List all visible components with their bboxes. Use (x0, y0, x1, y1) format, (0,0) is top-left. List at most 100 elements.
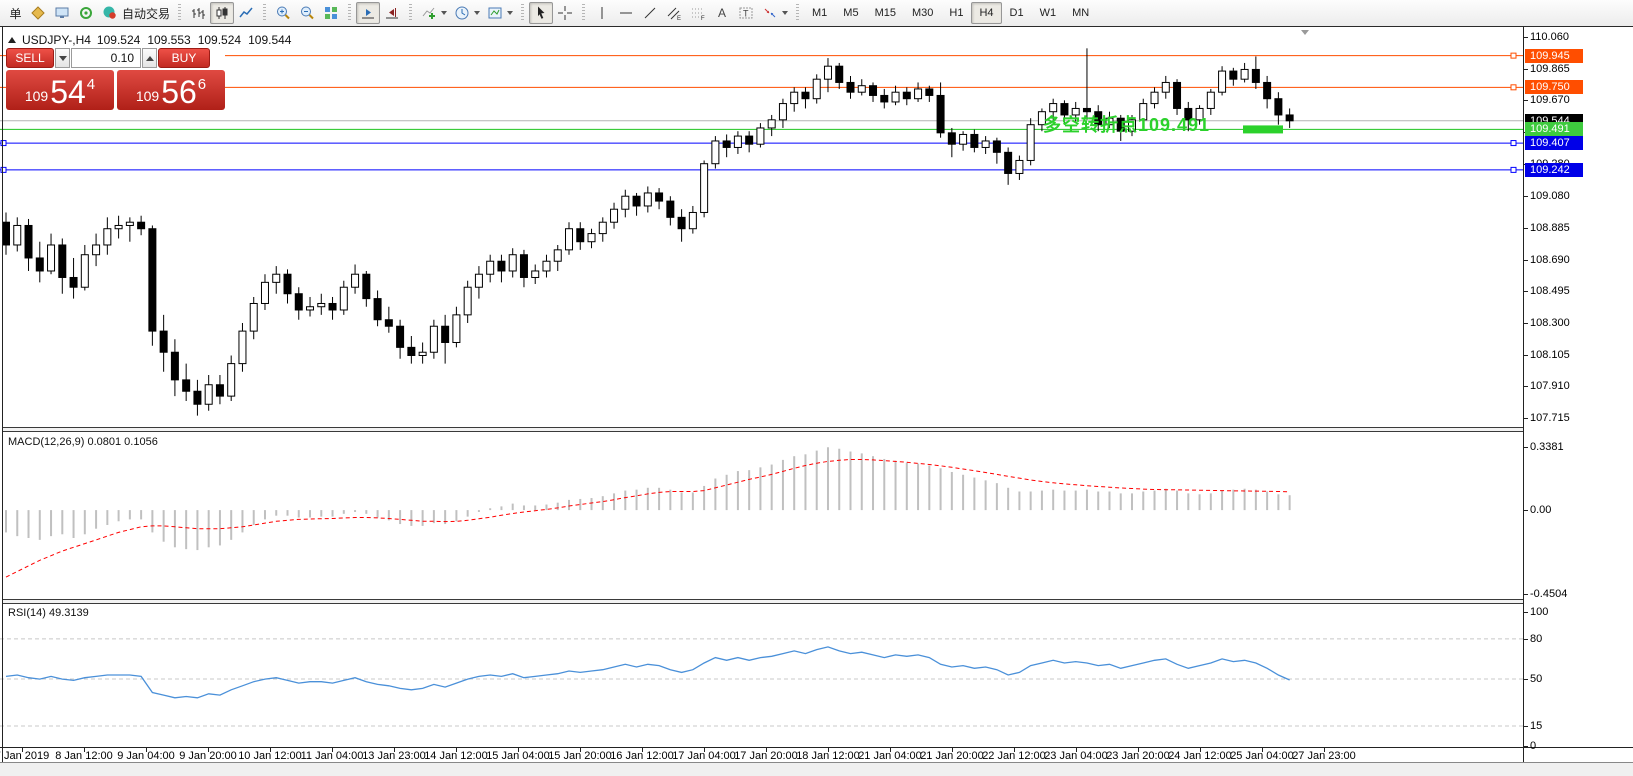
price-tick-label: 108.495 (1530, 285, 1570, 298)
buy-button[interactable]: BUY (158, 48, 210, 68)
buy-price-prefix: 109 (135, 88, 160, 104)
line-chart-icon[interactable] (234, 2, 258, 24)
candle-body (565, 228, 573, 251)
svg-text:T: T (743, 9, 749, 19)
vertical-line-icon[interactable] (590, 2, 614, 24)
level-marker[interactable] (1510, 140, 1517, 147)
fibonacci-icon[interactable]: F (686, 2, 710, 24)
auto-scroll-icon[interactable] (356, 2, 381, 24)
periods-clock-button[interactable] (450, 2, 483, 24)
level-marker[interactable] (1510, 84, 1517, 91)
time-label: 17 Jan 04:00 (672, 750, 736, 762)
zoom-in-icon[interactable] (271, 2, 295, 24)
sell-price-prefix: 109 (24, 88, 49, 104)
candle-body (2, 221, 10, 246)
rsi-panel-canvas[interactable] (0, 604, 1523, 747)
buy-price-button[interactable]: 109 56 6 (117, 70, 225, 110)
sell-price-pip: 4 (86, 76, 96, 93)
equidistant-channel-icon[interactable]: E (662, 2, 686, 24)
candle-body (1071, 107, 1080, 116)
sell-button[interactable]: SELL (6, 48, 54, 68)
level-marker[interactable] (0, 166, 7, 173)
price-tick-label: 108.690 (1530, 253, 1570, 266)
level-marker[interactable] (0, 140, 7, 147)
signal-icon[interactable] (74, 2, 98, 24)
volume-input[interactable]: 0.10 (71, 48, 141, 68)
time-tick (952, 748, 953, 752)
candle-body (1128, 119, 1136, 132)
add-indicator-button[interactable] (417, 2, 450, 24)
crosshair-icon[interactable] (553, 2, 577, 24)
terminal-icon[interactable] (50, 2, 74, 24)
timeframe-D1[interactable]: D1 (1009, 7, 1024, 19)
text-icon[interactable]: A (710, 2, 734, 24)
candle-body (598, 221, 607, 235)
sell-price-button[interactable]: 109 54 4 (6, 70, 114, 110)
buy-price-pip: 6 (197, 76, 207, 93)
price-tick-label: 108.300 (1530, 316, 1570, 329)
candle-body (542, 260, 551, 272)
candle-body (745, 135, 754, 145)
timeframe-M15[interactable]: M15 (874, 7, 896, 19)
timeframe-M1[interactable]: M1 (812, 7, 828, 19)
level-marker[interactable] (1510, 166, 1517, 173)
level-marker[interactable] (1510, 52, 1517, 59)
gold-seal-icon[interactable] (26, 2, 50, 24)
cursor-icon[interactable] (529, 2, 554, 24)
trendline-icon[interactable] (638, 2, 662, 24)
auto-trading-button[interactable]: 自动交易 (98, 2, 173, 24)
text-label-icon[interactable]: T (734, 2, 758, 24)
timeframe-H1[interactable]: H1 (949, 7, 964, 19)
timeframe-M30[interactable]: M30 (911, 7, 934, 19)
chart-shift-icon[interactable] (380, 2, 404, 24)
volume-decrease-button[interactable] (55, 48, 70, 68)
candle-body (756, 127, 765, 145)
toolbar-grip (348, 4, 352, 22)
toolbar: 单 自动交易 E F A T M1 M5 M15 (0, 0, 1633, 27)
candle-body (812, 78, 821, 100)
time-label: 7 Jan 2019 (0, 750, 50, 762)
timeframe-MN[interactable]: MN (1072, 7, 1090, 19)
arrows-button[interactable] (758, 2, 791, 24)
zoom-out-icon[interactable] (295, 2, 319, 24)
chart-template-button[interactable] (483, 2, 516, 24)
price-axis-line[interactable] (1523, 27, 1524, 763)
horizontal-line-icon[interactable] (614, 2, 638, 24)
candle-body (925, 88, 934, 96)
time-tick (146, 748, 147, 752)
timeframe-M5[interactable]: M5 (843, 7, 859, 19)
toolbar-grip (521, 4, 525, 22)
window-bottom-border (0, 762, 1633, 763)
new-order-button[interactable]: 单 (2, 2, 26, 24)
time-axis-line[interactable] (0, 747, 1633, 748)
macd-panel-canvas[interactable] (0, 432, 1523, 599)
candle-body (463, 286, 472, 316)
bar-chart-icon[interactable] (186, 2, 210, 24)
time-tick (890, 748, 891, 752)
buy-price-big: 56 (161, 74, 197, 110)
timeframe-H4[interactable]: H4 (971, 2, 1002, 24)
macd-tick (1524, 510, 1528, 512)
panel-divider[interactable] (3, 427, 1523, 432)
candle-body (137, 221, 146, 230)
candle-body (621, 195, 630, 210)
volume-increase-button[interactable] (142, 48, 157, 68)
rsi-tick (1524, 638, 1528, 640)
candle-body (992, 140, 1001, 153)
collapse-arrow-icon[interactable] (8, 37, 16, 43)
candle-body (47, 244, 56, 272)
panel-divider[interactable] (3, 599, 1523, 604)
timeframe-W1[interactable]: W1 (1039, 7, 1057, 19)
candlestick-chart-icon[interactable] (210, 2, 235, 24)
time-tick (1076, 748, 1077, 752)
svg-text:E: E (677, 16, 681, 21)
chart-shift-marker (1301, 30, 1309, 35)
toolbar-grip (263, 4, 267, 22)
price-chart-canvas[interactable] (0, 28, 1523, 427)
price-tick (1524, 291, 1528, 293)
candle-body (1004, 151, 1013, 174)
candle-body (204, 384, 213, 405)
time-label: 22 Jan 12:00 (982, 750, 1046, 762)
candle-body (1161, 81, 1170, 93)
tile-windows-icon[interactable] (319, 2, 343, 24)
